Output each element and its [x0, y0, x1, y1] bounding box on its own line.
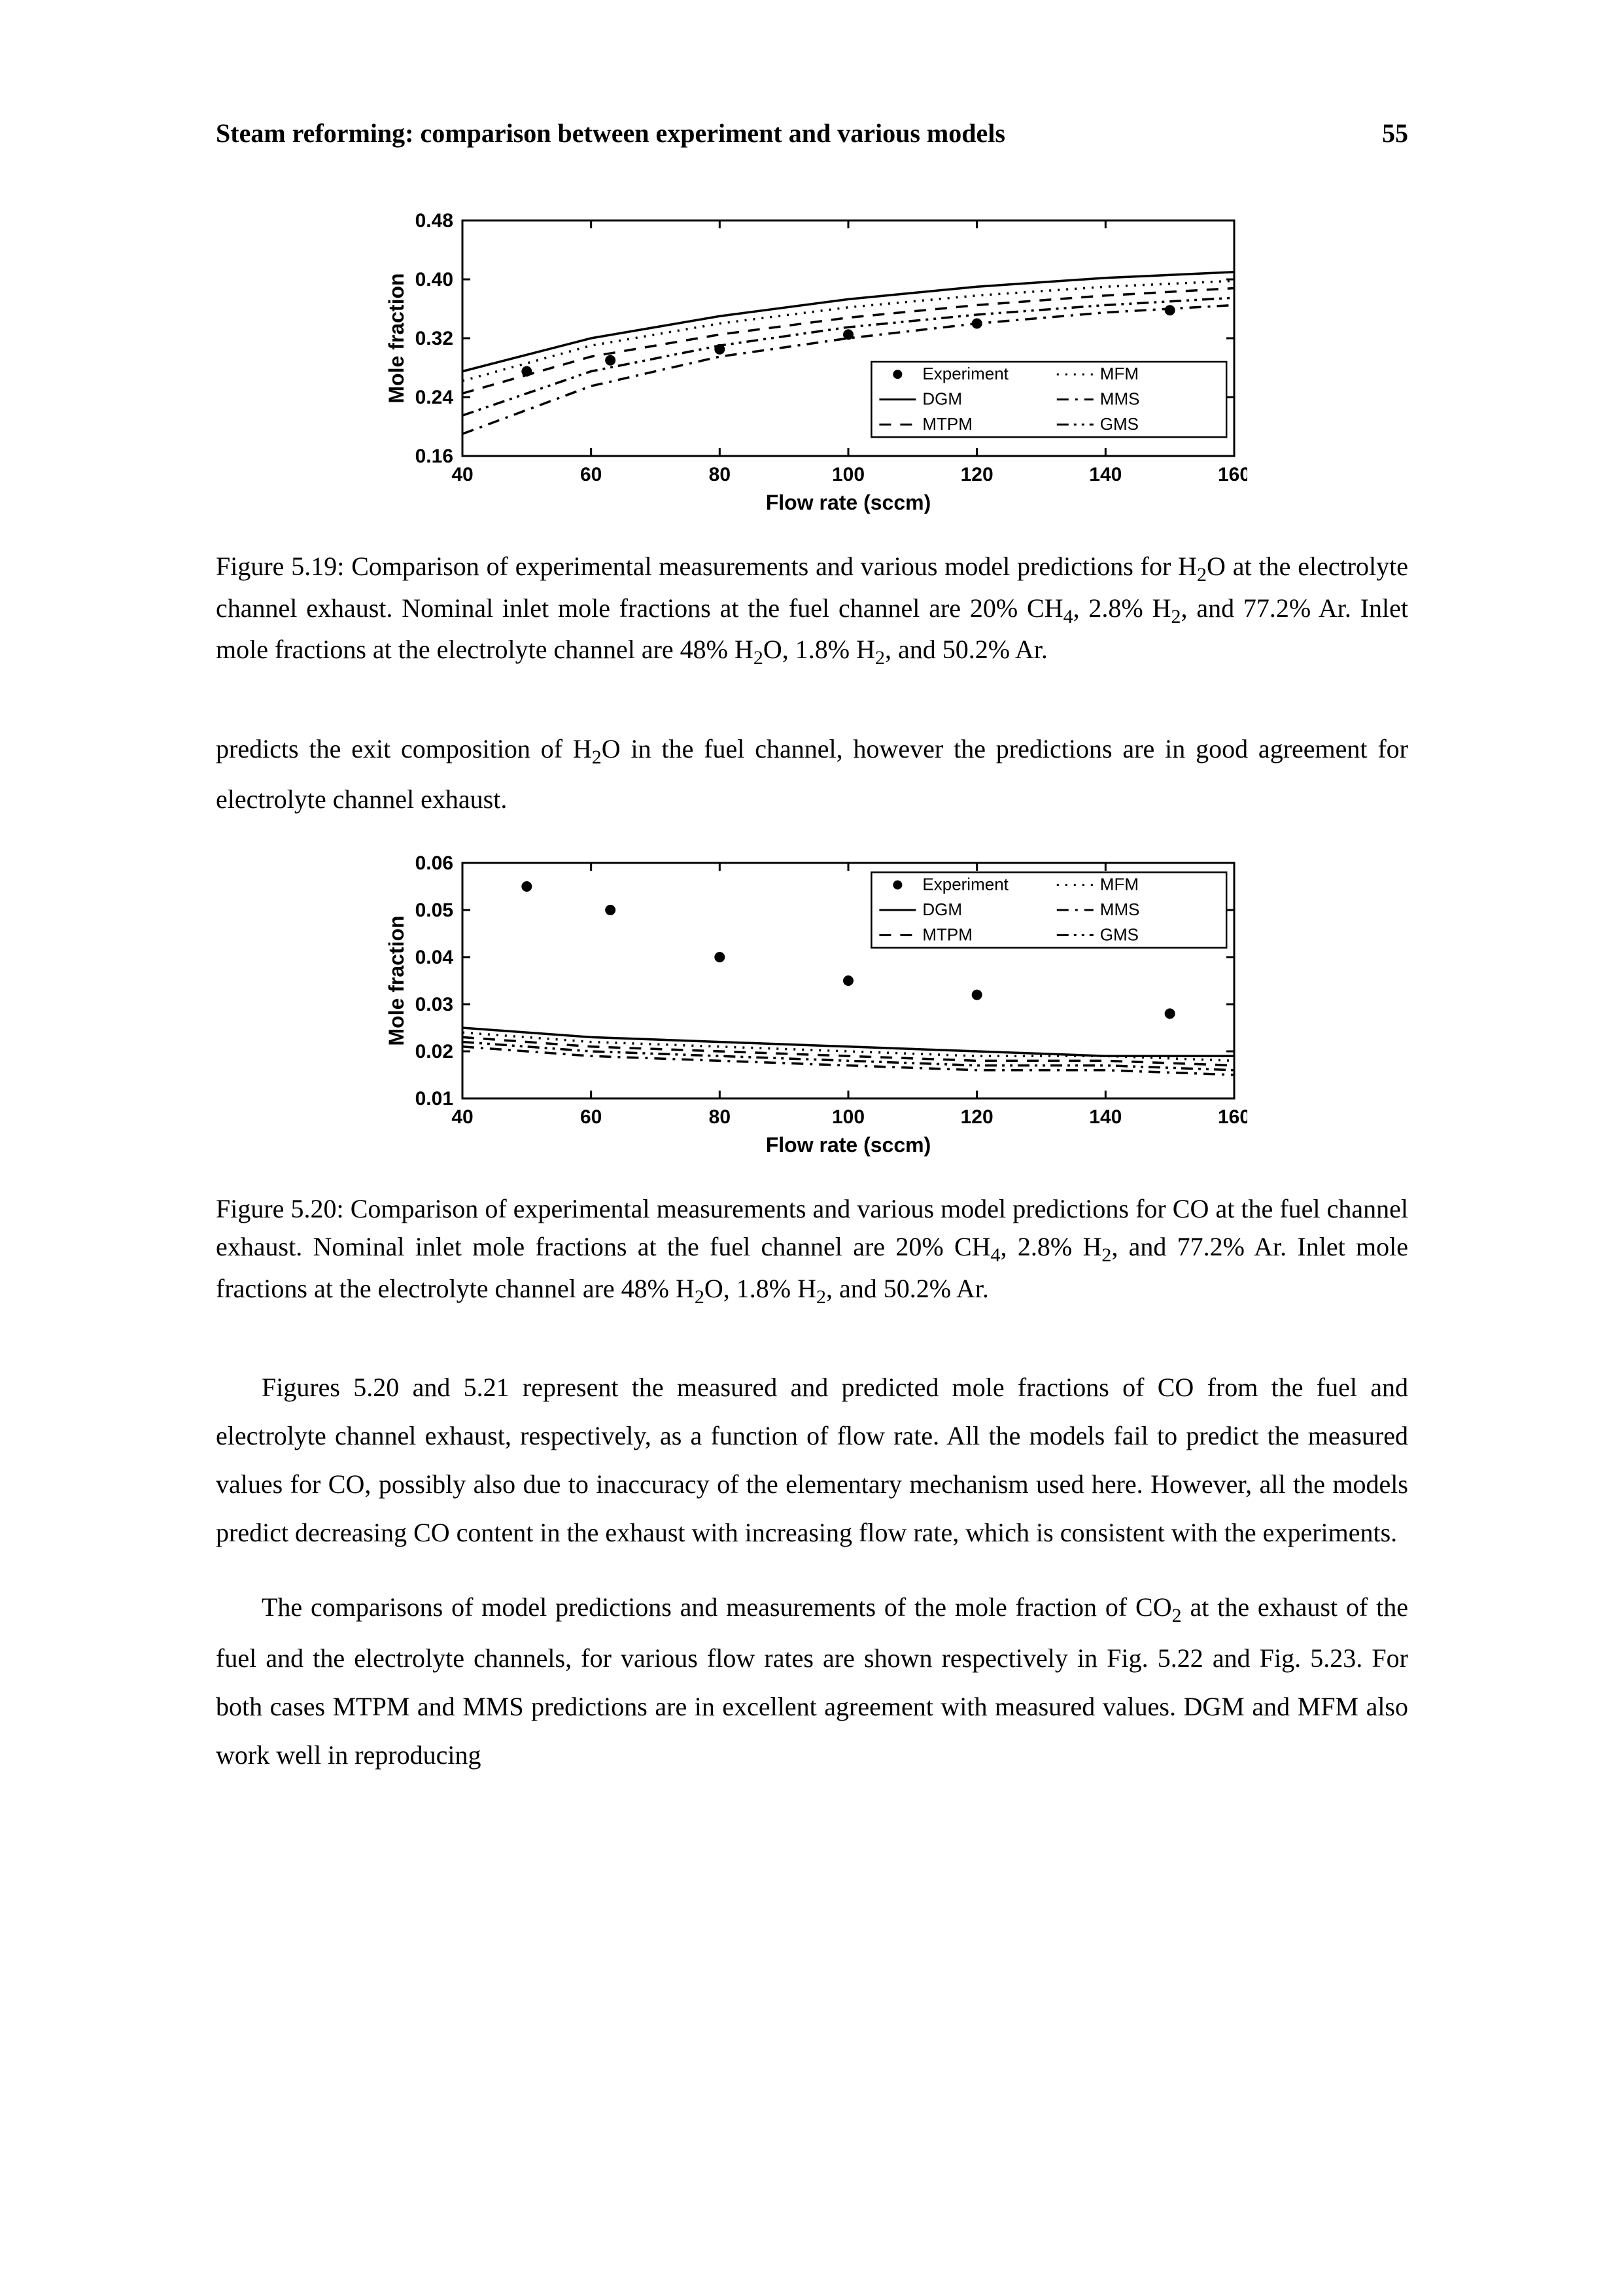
svg-text:60: 60	[579, 464, 601, 485]
svg-text:100: 100	[831, 1106, 864, 1128]
svg-text:0.32: 0.32	[415, 328, 453, 349]
svg-text:160: 160	[1217, 1106, 1247, 1128]
svg-text:140: 140	[1089, 1106, 1122, 1128]
svg-text:MTPM: MTPM	[922, 414, 973, 434]
figure-5-20-chart: 0.01 0.02 0.03 0.04 0.05 0.06 40 60 80 100 120 140 1…	[216, 850, 1408, 1164]
svg-text:0.48: 0.48	[415, 210, 453, 232]
svg-text:MFM: MFM	[1099, 364, 1138, 383]
svg-text:80: 80	[708, 464, 730, 485]
svg-text:Mole fraction: Mole fraction	[385, 273, 408, 403]
svg-text:40: 40	[451, 1106, 473, 1128]
svg-text:40: 40	[451, 464, 473, 485]
body-paragraph-2: Figures 5.20 and 5.21 represent the meas…	[216, 1363, 1408, 1557]
svg-text:100: 100	[831, 464, 864, 485]
svg-text:0.05: 0.05	[415, 900, 453, 921]
page-number: 55	[1382, 118, 1408, 149]
svg-text:MMS: MMS	[1099, 900, 1139, 919]
body-paragraph-3: The comparisons of model predictions and…	[216, 1583, 1408, 1779]
svg-text:0.04: 0.04	[415, 947, 453, 968]
body-paragraph-1: predicts the exit composition of H2O in …	[216, 725, 1408, 824]
svg-text:Flow rate (sccm): Flow rate (sccm)	[765, 491, 931, 514]
running-header-text: Steam reforming: comparison between expe…	[216, 118, 1005, 149]
svg-text:0.02: 0.02	[415, 1041, 453, 1062]
svg-text:MTPM: MTPM	[922, 924, 973, 944]
svg-text:0.24: 0.24	[415, 387, 453, 408]
svg-text:Mole fraction: Mole fraction	[385, 915, 408, 1045]
svg-text:GMS: GMS	[1099, 414, 1138, 434]
svg-text:Flow rate (sccm): Flow rate (sccm)	[765, 1133, 931, 1157]
svg-text:MMS: MMS	[1099, 389, 1139, 409]
svg-text:160: 160	[1217, 464, 1247, 485]
svg-text:Experiment: Experiment	[922, 364, 1009, 383]
svg-text:Experiment: Experiment	[922, 875, 1009, 894]
chart-5-20-svg: 0.01 0.02 0.03 0.04 0.05 0.06 40 60 80 100 120 140 1…	[377, 850, 1247, 1164]
svg-text:0.06: 0.06	[415, 852, 453, 874]
svg-text:GMS: GMS	[1099, 924, 1138, 944]
figure-5-20-caption: Figure 5.20: Comparison of experimental …	[216, 1190, 1408, 1311]
svg-text:140: 140	[1089, 464, 1122, 485]
svg-text:0.01: 0.01	[415, 1088, 453, 1110]
svg-text:DGM: DGM	[922, 900, 962, 919]
svg-text:120: 120	[960, 464, 993, 485]
chart-5-19-svg: 0.16 0.24 0.32 0.40 0.48 40 60 80 100 120 140 160 Fl…	[377, 207, 1247, 521]
svg-text:120: 120	[960, 1106, 993, 1128]
svg-text:0.03: 0.03	[415, 994, 453, 1015]
svg-text:0.16: 0.16	[415, 446, 453, 467]
svg-text:60: 60	[579, 1106, 601, 1128]
figure-5-19-caption: Figure 5.19: Comparison of experimental …	[216, 548, 1408, 673]
svg-text:MFM: MFM	[1099, 875, 1138, 894]
svg-text:80: 80	[708, 1106, 730, 1128]
svg-text:DGM: DGM	[922, 389, 962, 409]
running-header-row: Steam reforming: comparison between expe…	[216, 118, 1408, 149]
svg-text:0.40: 0.40	[415, 269, 453, 290]
figure-5-19-chart: 0.16 0.24 0.32 0.40 0.48 40 60 80 100 120 140 160 Fl…	[216, 207, 1408, 521]
